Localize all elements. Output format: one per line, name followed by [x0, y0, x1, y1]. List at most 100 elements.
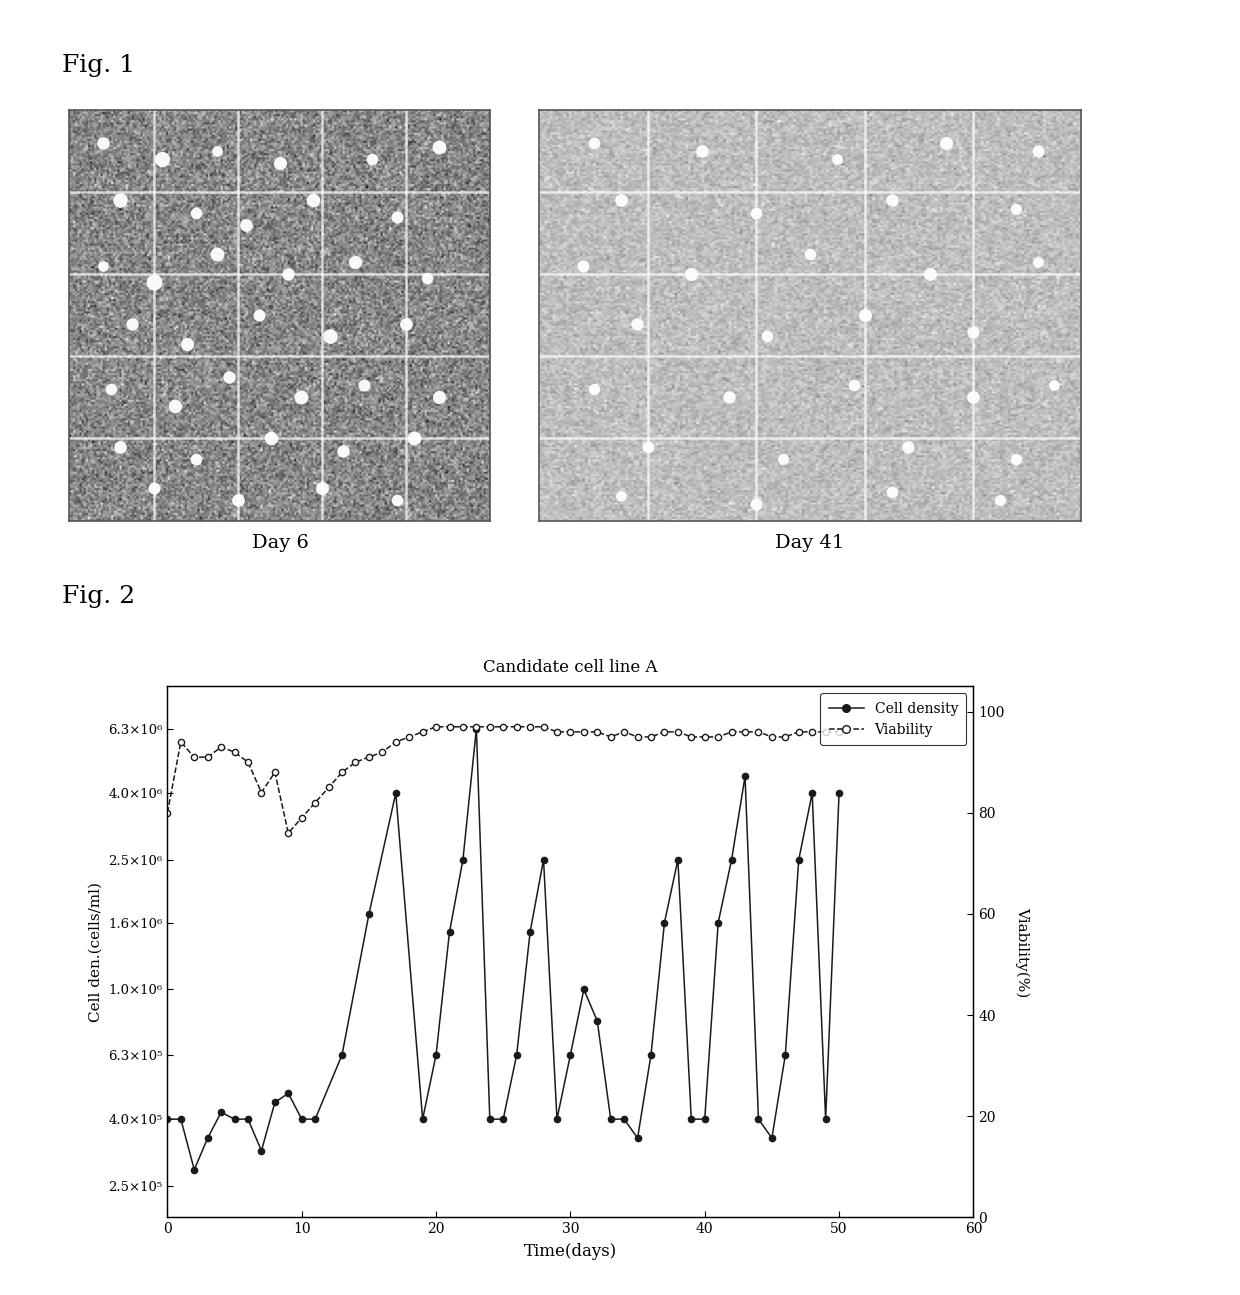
Point [429, 137, 449, 158]
Point [573, 255, 593, 276]
Text: Fig. 2: Fig. 2 [62, 585, 135, 609]
Cell density [496, 1111, 511, 1127]
Point [387, 490, 407, 510]
Point [936, 132, 956, 153]
Point [920, 264, 940, 285]
Point [758, 325, 777, 346]
Text: Day 41: Day 41 [775, 534, 844, 552]
Point [311, 478, 331, 499]
Cell density [174, 1111, 188, 1127]
Cell density [818, 1111, 833, 1127]
Line: Cell density: Cell density [164, 725, 842, 1173]
Cell density [362, 906, 377, 922]
Cell density [805, 785, 820, 800]
Point [990, 490, 1009, 510]
Point [692, 141, 712, 162]
Point [270, 153, 290, 174]
Cell density [577, 982, 591, 997]
Cell density [388, 785, 403, 800]
X-axis label: Time(days): Time(days) [523, 1243, 618, 1260]
Text: Day 6: Day 6 [252, 534, 309, 552]
Point [1028, 251, 1048, 272]
Point [429, 387, 449, 408]
Point [681, 264, 701, 285]
Point [144, 272, 164, 293]
Point [396, 313, 415, 334]
Line: Viability: Viability [164, 724, 842, 837]
Text: Fig. 1: Fig. 1 [62, 54, 135, 78]
Viability [281, 825, 296, 840]
Cell density [415, 1111, 430, 1127]
Point [774, 448, 794, 469]
Cell density [160, 1111, 175, 1127]
Point [746, 202, 766, 223]
Cell density [697, 1111, 712, 1127]
Point [346, 251, 366, 272]
Point [417, 268, 436, 289]
Cell density [711, 916, 725, 931]
Point [1007, 448, 1027, 469]
Point [144, 478, 164, 499]
Point [123, 313, 143, 334]
Legend: Cell density, Viability: Cell density, Viability [821, 693, 966, 745]
Point [110, 436, 130, 457]
Point [262, 429, 281, 449]
Cell density [482, 1111, 497, 1127]
Point [963, 321, 983, 342]
Point [1028, 141, 1048, 162]
Cell density [227, 1111, 242, 1127]
Point [219, 366, 239, 387]
Cell density [590, 1013, 605, 1028]
Viability [321, 780, 336, 795]
Cell density [832, 785, 847, 800]
Cell density [536, 852, 551, 868]
Point [177, 334, 197, 355]
Cell density [671, 852, 686, 868]
Cell density [563, 1048, 578, 1063]
Point [102, 379, 122, 400]
Point [153, 149, 172, 170]
Cell density [644, 1048, 658, 1063]
Cell density [604, 1111, 619, 1127]
Cell density [777, 1048, 792, 1063]
Point [186, 448, 206, 469]
Cell density [724, 852, 739, 868]
Point [332, 440, 352, 461]
Cell density [765, 1131, 780, 1146]
Point [827, 149, 847, 170]
Point [584, 132, 604, 153]
Cell density [455, 852, 470, 868]
Point [843, 374, 863, 395]
Point [93, 255, 113, 276]
Point [207, 141, 227, 162]
Viability [388, 734, 403, 750]
Point [110, 190, 130, 211]
Cell density [201, 1131, 216, 1146]
Point [882, 482, 901, 502]
Point [1044, 374, 1064, 395]
Point [584, 379, 604, 400]
Point [404, 429, 424, 449]
Cell density [510, 1048, 525, 1063]
Point [290, 387, 310, 408]
Y-axis label: Viability(%): Viability(%) [1016, 906, 1029, 997]
Cell density [751, 1111, 766, 1127]
Title: Candidate cell line A: Candidate cell line A [484, 659, 657, 676]
Point [93, 132, 113, 153]
Point [898, 436, 918, 457]
Viability [818, 724, 833, 739]
Y-axis label: Cell den.(cells/ml): Cell den.(cells/ml) [88, 882, 103, 1022]
Point [854, 304, 874, 325]
Point [637, 436, 657, 457]
Cell density [443, 925, 458, 940]
Cell density [630, 1131, 645, 1146]
Point [1007, 198, 1027, 219]
Cell density [738, 769, 753, 785]
Cell density [254, 1143, 269, 1159]
Cell density [684, 1111, 699, 1127]
Point [186, 202, 206, 223]
Point [611, 190, 631, 211]
Point [207, 243, 227, 264]
Viability [160, 805, 175, 821]
Cell density [213, 1105, 228, 1120]
